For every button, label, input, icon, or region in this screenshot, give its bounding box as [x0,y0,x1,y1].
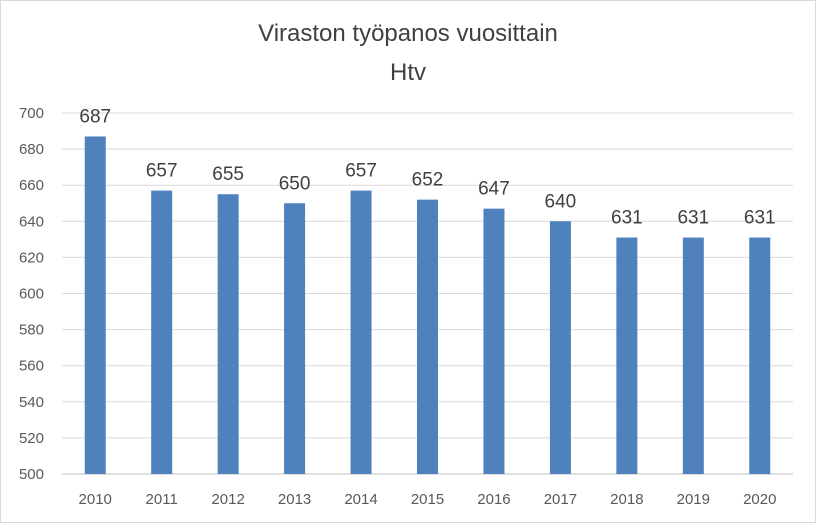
data-label-2020: 631 [744,208,776,229]
data-labels: 687 657 655 650 657 652 647 640 631 631 631 [79,106,775,228]
x-tick-label: 2017 [544,491,577,508]
y-tick-label: 500 [19,466,44,483]
bar-2012 [217,194,239,474]
data-label-2019: 631 [677,208,709,229]
data-label-2015: 652 [412,170,444,191]
y-tick-label: 580 [19,322,44,339]
y-tick-label: 660 [19,177,44,194]
x-tick-label: 2020 [743,491,776,508]
y-axis-ticks: 500 520 540 560 580 600 620 640 660 680 700 [19,105,44,483]
bar-2013 [284,203,306,474]
bar-2019 [682,237,704,474]
data-label-2013: 650 [279,173,311,194]
bar-2011 [151,190,173,475]
bar-2016 [483,208,505,475]
x-tick-label: 2011 [146,491,178,508]
x-axis-ticks: 2010 2011 2012 2013 2014 2015 2016 2017 2018 2019… [79,491,777,508]
x-tick-label: 2015 [411,491,444,508]
y-tick-label: 680 [19,141,44,158]
y-tick-label: 620 [19,249,44,266]
data-label-2010: 687 [79,106,111,127]
x-tick-label: 2012 [211,491,244,508]
x-tick-label: 2016 [477,491,510,508]
data-label-2012: 655 [212,164,244,185]
data-label-2018: 631 [611,208,643,229]
data-label-2016: 647 [478,179,510,200]
y-tick-label: 640 [19,213,44,230]
bar-2017 [549,221,571,474]
chart-subtitle: Htv [390,59,426,86]
x-tick-label: 2018 [610,491,643,508]
x-tick-label: 2013 [278,491,311,508]
data-label-2011: 657 [146,161,178,182]
bar-2018 [616,237,638,474]
y-tick-label: 600 [19,286,44,303]
x-tick-label: 2019 [677,491,710,508]
bars [84,136,771,475]
bar-2020 [749,237,771,474]
data-label-2017: 640 [545,191,577,212]
bar-2010 [84,136,106,474]
x-tick-label: 2010 [79,491,112,508]
data-label-2014: 657 [345,161,377,182]
bar-2015 [417,199,438,474]
chart-title: Viraston työpanos vuosittain [258,20,558,47]
y-tick-label: 700 [19,105,44,122]
y-tick-label: 560 [19,358,44,375]
bar-2014 [350,190,372,475]
y-tick-label: 520 [19,430,44,447]
y-tick-label: 540 [19,394,44,411]
x-tick-label: 2014 [344,491,377,508]
